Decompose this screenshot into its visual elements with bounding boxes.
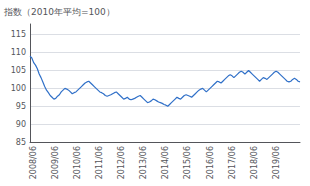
svg-text:115: 115 [11, 30, 26, 39]
svg-text:2015/06: 2015/06 [183, 146, 192, 179]
svg-text:95: 95 [16, 102, 26, 111]
svg-text:2010/06: 2010/06 [73, 146, 82, 179]
svg-text:2012/06: 2012/06 [117, 146, 126, 179]
svg-text:85: 85 [16, 138, 26, 147]
svg-text:2019/06: 2019/06 [272, 146, 281, 179]
svg-text:2018/06: 2018/06 [250, 146, 259, 179]
svg-text:110: 110 [11, 48, 26, 57]
svg-text:100: 100 [11, 84, 26, 93]
svg-text:2014/06: 2014/06 [161, 146, 170, 179]
svg-text:2008/06: 2008/06 [29, 146, 38, 179]
svg-text:2011/06: 2011/06 [95, 146, 104, 179]
svg-text:指数（2010年平均=100）: 指数（2010年平均=100） [3, 7, 115, 17]
svg-text:105: 105 [11, 66, 26, 75]
svg-text:2009/06: 2009/06 [51, 146, 60, 179]
svg-text:2013/06: 2013/06 [139, 146, 148, 179]
svg-text:2017/06: 2017/06 [228, 146, 237, 179]
svg-text:2016/06: 2016/06 [206, 146, 215, 179]
svg-text:90: 90 [16, 120, 26, 129]
